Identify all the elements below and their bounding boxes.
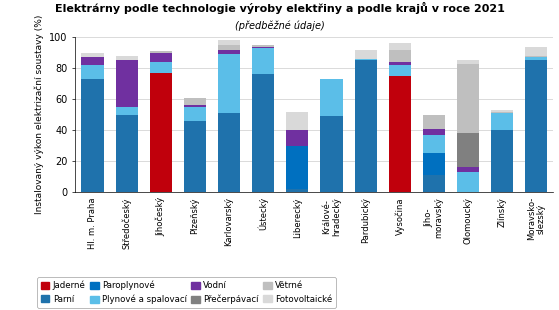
Bar	[389, 43, 411, 50]
Bar	[252, 74, 274, 192]
Bar	[252, 46, 274, 48]
Bar	[218, 40, 240, 45]
Bar	[82, 65, 103, 79]
Bar	[252, 45, 274, 46]
Bar	[320, 116, 343, 192]
Bar	[218, 45, 240, 50]
Y-axis label: Instalovaný výkon elektrizační soustavy (%): Instalovaný výkon elektrizační soustavy …	[35, 15, 44, 215]
Bar	[218, 50, 240, 54]
Bar	[423, 135, 445, 153]
Bar	[457, 172, 479, 192]
Bar	[423, 115, 445, 129]
Bar	[457, 133, 479, 167]
Bar	[184, 105, 206, 107]
Bar	[252, 48, 274, 74]
Bar	[354, 60, 377, 192]
Bar	[423, 175, 445, 192]
Bar	[218, 54, 240, 113]
Bar	[525, 60, 547, 192]
Bar	[218, 113, 240, 192]
Bar	[423, 129, 445, 135]
Bar	[150, 73, 172, 192]
Bar	[116, 60, 138, 107]
Bar	[457, 167, 479, 172]
Bar	[491, 110, 513, 112]
Bar	[389, 65, 411, 76]
Bar	[320, 79, 343, 116]
Legend: Jaderné, Parní, Paroplynové, Plynové a spalovací, Vodní, Přečerpávací, Větrné, F: Jaderné, Parní, Paroplynové, Plynové a s…	[37, 277, 336, 308]
Bar	[184, 98, 206, 105]
Bar	[423, 153, 445, 175]
Bar	[116, 107, 138, 115]
Bar	[150, 51, 172, 53]
Bar	[82, 79, 103, 192]
Text: (předběžné údaje): (předběžné údaje)	[235, 20, 324, 31]
Bar	[82, 57, 103, 65]
Bar	[491, 113, 513, 130]
Bar	[525, 57, 547, 60]
Bar	[389, 50, 411, 62]
Bar	[184, 121, 206, 192]
Bar	[491, 112, 513, 113]
Bar	[286, 112, 309, 130]
Bar	[116, 115, 138, 192]
Bar	[354, 59, 377, 60]
Bar	[82, 53, 103, 57]
Bar	[286, 189, 309, 192]
Bar	[286, 130, 309, 146]
Text: Elektrárny podle technologie výroby elektřiny a podle krajů v roce 2021: Elektrárny podle technologie výroby elek…	[55, 2, 504, 14]
Bar	[184, 107, 206, 121]
Bar	[525, 56, 547, 57]
Bar	[491, 130, 513, 192]
Bar	[389, 76, 411, 192]
Bar	[525, 46, 547, 56]
Bar	[286, 146, 309, 189]
Bar	[150, 53, 172, 62]
Bar	[150, 62, 172, 73]
Bar	[354, 50, 377, 59]
Bar	[389, 62, 411, 65]
Bar	[457, 64, 479, 133]
Bar	[457, 60, 479, 64]
Bar	[116, 56, 138, 60]
